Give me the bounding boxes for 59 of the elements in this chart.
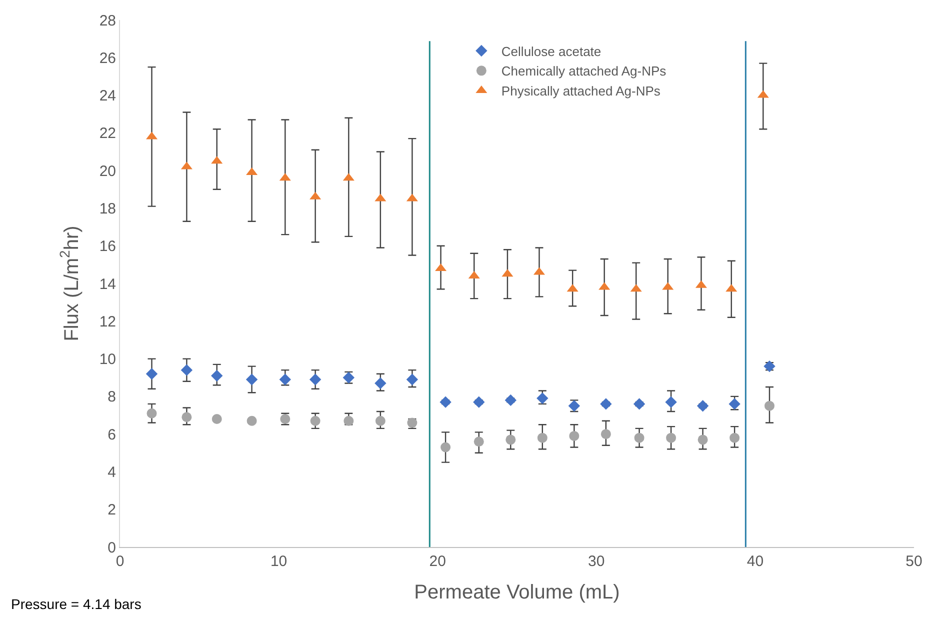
x-axis-title: Permeate Volume (mL) (414, 582, 620, 604)
text: Pressure = 4.14 bars (11, 596, 142, 612)
point (182, 412, 192, 422)
y-tick-label: 12 (99, 313, 116, 330)
point (728, 398, 740, 410)
legend-label: Chemically attached Ag-NPs (501, 64, 667, 79)
y-tick-label: 28 (99, 12, 116, 30)
y-tick-label: 16 (99, 238, 116, 256)
point (374, 377, 386, 390)
point (246, 416, 257, 426)
x-tick-label: 40 (746, 553, 764, 570)
y-tick-label: 6 (108, 426, 116, 444)
y-tick-label: 24 (99, 88, 116, 105)
point (146, 368, 158, 380)
point (406, 374, 418, 386)
point (246, 374, 258, 386)
point (504, 394, 516, 406)
y-tick-label: 26 (99, 50, 116, 67)
point (310, 416, 320, 426)
point (506, 434, 516, 445)
point (600, 429, 611, 440)
x-tick-label: 30 (588, 553, 605, 570)
point (344, 416, 354, 426)
y-tick-label: 22 (99, 125, 116, 142)
y-tick-label: 14 (99, 276, 116, 293)
point (696, 400, 709, 412)
legend-label: Physically attached Ag-NPs (501, 84, 661, 99)
legend-label: Cellulose acetate (501, 44, 602, 59)
point (473, 396, 485, 408)
point (569, 430, 580, 441)
point (730, 432, 740, 443)
point (666, 432, 676, 443)
point (440, 442, 451, 452)
x-tick-label: 20 (429, 553, 446, 570)
point (180, 364, 193, 376)
x-tick-label: 10 (270, 553, 288, 570)
point (634, 432, 644, 443)
point (600, 398, 612, 410)
point (211, 370, 223, 382)
point (440, 396, 452, 408)
point (279, 374, 291, 386)
point (375, 416, 386, 426)
point (212, 414, 222, 424)
y-tick-label: 20 (99, 162, 116, 180)
point (309, 374, 322, 386)
point (698, 434, 708, 445)
y-tick-label: 8 (108, 388, 116, 406)
point (146, 408, 157, 418)
point (764, 400, 774, 411)
point (474, 436, 484, 447)
point (633, 398, 646, 410)
point (537, 432, 548, 443)
y-tick-label: 4 (108, 464, 116, 481)
y-tick-label: 0 (108, 539, 116, 556)
y-tick-label: 18 (99, 200, 116, 218)
y-tick-label: 10 (99, 351, 116, 368)
y-tick-label: 2 (108, 502, 116, 519)
x-tick-label: 50 (906, 553, 922, 570)
point (665, 396, 677, 408)
